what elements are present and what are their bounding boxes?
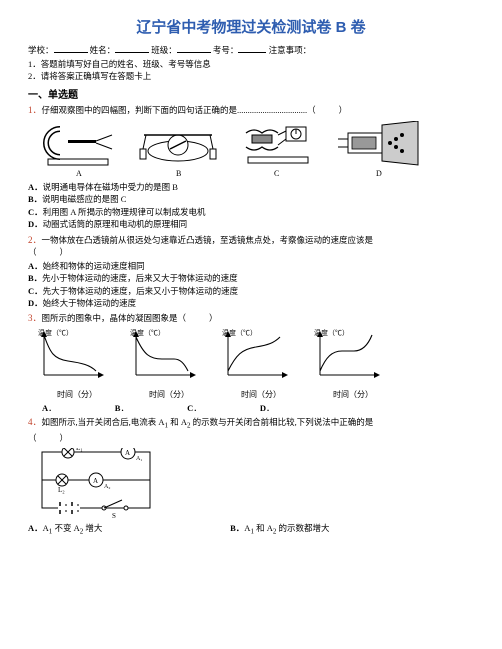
q1-opt-b-label: B．	[28, 194, 42, 204]
q2-opt-b-label: B．	[28, 273, 42, 283]
q1-options: A．说明通电导体在磁场中受力的是图 B B．说明电磁感应的是图 C C．利用图 …	[28, 182, 474, 231]
section-heading: 一、单选题	[28, 89, 474, 103]
notice-label: 注意事项：	[269, 45, 312, 55]
question-1: 1．仔细观察图中的四幅图，判断下面的四句话正确的是...............…	[28, 104, 474, 116]
svg-text:A: A	[93, 477, 98, 485]
q1-cap-b: B	[176, 169, 181, 177]
class-label: 班级：	[151, 45, 177, 55]
q2-opt-a-label: A．	[28, 261, 43, 271]
q3-dot-c: ．	[193, 403, 202, 413]
q1-cap-c: C	[274, 169, 279, 177]
q3-chart-d: 温度（℃）	[314, 327, 392, 390]
q4-s-label: S	[112, 512, 116, 518]
q1-dots: .................................	[237, 105, 307, 115]
q3-chart-a: 温度（℃）	[38, 327, 116, 390]
q1-figures-svg: A B C	[38, 121, 438, 177]
q4-paren: （ ）	[28, 433, 70, 443]
q3b-curve	[136, 337, 188, 371]
q3-number: 3．	[28, 313, 42, 323]
q1-opt-c-text: 利用图 A 所揭示的物理规律可以制成发电机	[43, 207, 206, 217]
q2-number: 2．	[28, 235, 42, 245]
page-title: 辽宁省中考物理过关检测试卷 B 卷	[28, 18, 474, 38]
q1-opt-b: B．说明电磁感应的是图 C	[28, 194, 474, 205]
q1-opt-a-text: 说明通电导体在磁场中受力的是图 B	[43, 182, 178, 192]
name-blank	[115, 44, 149, 53]
q4-opt-b: B．A1 和 A2 的示数都增大	[230, 523, 329, 533]
question-3: 3．图所示的图象中，晶体的凝固图象是（ ）	[28, 312, 474, 324]
svg-text:A: A	[125, 449, 130, 457]
q1-text: 仔细观察图中的四幅图，判断下面的四句话正确的是	[42, 105, 238, 115]
q1-figure-row: A B C	[38, 121, 474, 180]
q2-paren: （ ）	[28, 247, 70, 257]
q4-l1-label: L₁	[76, 448, 83, 452]
q1-opt-d-label: D．	[28, 219, 43, 229]
school-label: 学校：	[28, 45, 54, 55]
q3-chart-row: 温度（℃） 温度（℃） 温度（℃） 温度（℃）	[38, 327, 474, 390]
q2-opt-c-label: C．	[28, 286, 43, 296]
question-2: 2．一物体放在凸透镜前从很远处匀速靠近凸透镜，至透镜焦点处，考察像运动的速度应该…	[28, 234, 474, 246]
q3c-xlabel: 时间（分）	[222, 390, 300, 401]
q2-text: 一物体放在凸透镜前从很远处匀速靠近凸透镜，至透镜焦点处，考察像运动的速度应该是	[42, 235, 374, 245]
q3-chart-c: 温度（℃）	[222, 327, 300, 390]
q3-xlabels: 时间（分） 时间（分） 时间（分） 时间（分）	[38, 390, 474, 401]
q1-opt-d-text: 动圈式话筒的原理和电动机的原理相同	[43, 219, 188, 229]
q3d-curve	[320, 335, 372, 371]
q4-text: 如图所示,当开关闭合后,电流表 A1 和 A2 的示数与开关闭合前相比较,下列说…	[42, 417, 374, 427]
info-line: 学校： 姓名： 班级： 考号： 注意事项：	[28, 44, 474, 56]
q3a-curve	[44, 335, 96, 371]
q3-paren: （ ）	[178, 313, 220, 323]
q4-opt-a: A．A1 不变 A2 增大	[28, 523, 228, 537]
q4-l2-label: L₂	[58, 486, 65, 494]
q1-number: 1．	[28, 105, 42, 115]
q2-opt-c: C．先大于物体运动的速度，后来又小于物体运动的速度	[28, 286, 474, 297]
q1-opt-d: D．动圈式话筒的原理和电动机的原理相同	[28, 219, 474, 230]
q4-a2-label: A₂	[104, 484, 110, 490]
q2-opt-a-text: 始终和物体的运动速度相同	[43, 261, 145, 271]
q1-opt-b-text: 说明电磁感应的是图 C	[42, 194, 126, 204]
q1-opt-c-label: C．	[28, 207, 43, 217]
q3d-xlabel: 时间（分）	[314, 390, 392, 401]
q3-dot-d: ．	[266, 403, 275, 413]
class-blank	[177, 44, 211, 53]
examno-label: 考号：	[213, 45, 239, 55]
q2-opt-d: D．始终大于物体运动的速度	[28, 298, 474, 309]
q3-chart-b: 温度（℃）	[130, 327, 208, 390]
examno-blank	[238, 44, 266, 53]
q3-dot-b: ．	[120, 403, 129, 413]
q2-options: A．始终和物体的运动速度相同 B．先小于物体运动的速度，后来又大于物体运动的速度…	[28, 261, 474, 310]
instruction-1: 1．答题前填写好自己的姓名、班级、考号等信息	[28, 59, 474, 70]
q2-opt-d-text: 始终大于物体运动的速度	[43, 298, 137, 308]
question-4: 4．如图所示,当开关闭合后,电流表 A1 和 A2 的示数与开关闭合前相比较,下…	[28, 416, 474, 431]
q2-opt-b: B．先小于物体运动的速度，后来又大于物体运动的速度	[28, 273, 474, 284]
q1-cap-d: D	[376, 169, 382, 177]
q2-opt-a: A．始终和物体的运动速度相同	[28, 261, 474, 272]
q1-opt-a: A．说明通电导体在磁场中受力的是图 B	[28, 182, 474, 193]
q4-opt-b-label: B．	[230, 523, 244, 533]
q1-opt-a-label: A．	[28, 182, 43, 192]
q3-dot-a: ．	[48, 403, 57, 413]
q3-text: 图所示的图象中，晶体的凝固图象是	[42, 313, 178, 323]
q4-circuit: L₁ L₂ A A₂ A A₁ S	[38, 448, 474, 521]
q1-opt-c: C．利用图 A 所揭示的物理规律可以制成发电机	[28, 207, 474, 218]
instruction-2: 2．请将答案正确填写在答题卡上	[28, 71, 474, 82]
q2-opt-d-label: D．	[28, 298, 43, 308]
q1-paren: （ ）	[307, 105, 349, 115]
name-label: 姓名：	[90, 45, 116, 55]
q3b-xlabel: 时间（分）	[130, 390, 208, 401]
school-blank	[54, 44, 88, 53]
q2-opt-b-text: 先小于物体运动的速度，后来又大于物体运动的速度	[42, 273, 238, 283]
q4-a1-label: A₁	[136, 456, 142, 462]
q4-opt-a-label: A．	[28, 523, 43, 533]
q3-abcd-row: A． B． C． D．	[42, 403, 474, 414]
q2-opt-c-text: 先大于物体运动的速度，后来又小于物体运动的速度	[43, 286, 239, 296]
q3a-xlabel: 时间（分）	[38, 390, 116, 401]
q1-cap-a: A	[76, 169, 82, 177]
q3c-curve	[228, 337, 280, 371]
q4-options: A．A1 不变 A2 增大 B．A1 和 A2 的示数都增大	[28, 523, 474, 537]
q4-number: 4．	[28, 417, 42, 427]
